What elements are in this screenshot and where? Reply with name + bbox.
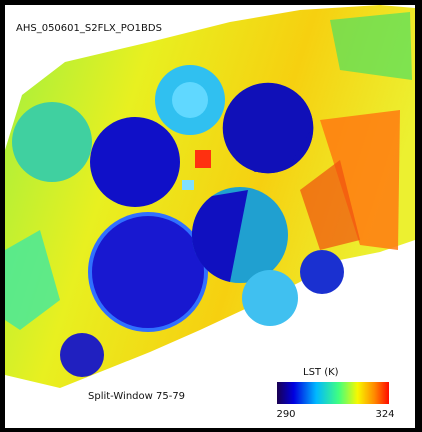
image-title: AHS_050601_S2FLX_PO1BDS bbox=[16, 23, 162, 34]
colorbar-max: 324 bbox=[375, 409, 394, 420]
colorbar bbox=[277, 382, 389, 404]
caption: Split-Window 75-79 bbox=[88, 391, 185, 402]
colorbar-min: 290 bbox=[276, 409, 295, 420]
screenshot: AHS_050601_S2FLX_PO1BDS Split-Window 75-… bbox=[0, 0, 422, 432]
legend-title: LST (K) bbox=[303, 367, 339, 378]
